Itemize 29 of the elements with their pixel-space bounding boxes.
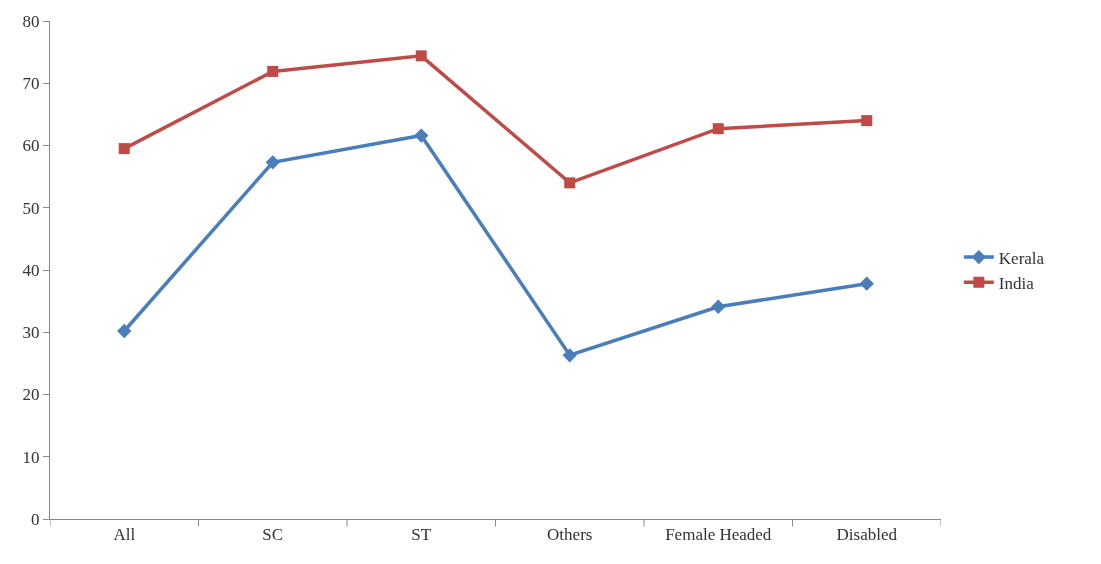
legend-label: India — [998, 273, 1035, 293]
point — [415, 50, 427, 62]
y-tick-label: 30 — [22, 323, 40, 343]
point — [265, 155, 280, 170]
point — [562, 348, 577, 363]
point — [861, 115, 873, 127]
point — [267, 65, 279, 77]
x-tick-label: Others — [547, 525, 593, 545]
x-tick-label: ST — [411, 525, 432, 545]
x-tick-label: SC — [262, 525, 284, 545]
point — [118, 143, 130, 155]
y-tick-label: 40 — [22, 260, 40, 280]
legend-label: Kerala — [998, 248, 1045, 268]
x-tick-label: Disabled — [836, 525, 898, 545]
x-tick-label: All — [113, 525, 136, 545]
point — [414, 128, 429, 143]
point — [711, 299, 726, 314]
y-tick-label: 70 — [22, 74, 40, 94]
point — [117, 323, 132, 339]
y-tick-label: 20 — [22, 385, 40, 405]
y-tick-label: 50 — [22, 198, 40, 218]
x-tick-label: Female Headed — [665, 525, 772, 545]
y-tick-label: 0 — [31, 509, 40, 529]
point — [859, 276, 874, 291]
y-tick-label: 10 — [22, 447, 40, 467]
y-tick-label: 60 — [22, 136, 40, 156]
point — [564, 177, 576, 189]
point — [712, 123, 724, 135]
y-tick-label: 80 — [22, 11, 40, 31]
